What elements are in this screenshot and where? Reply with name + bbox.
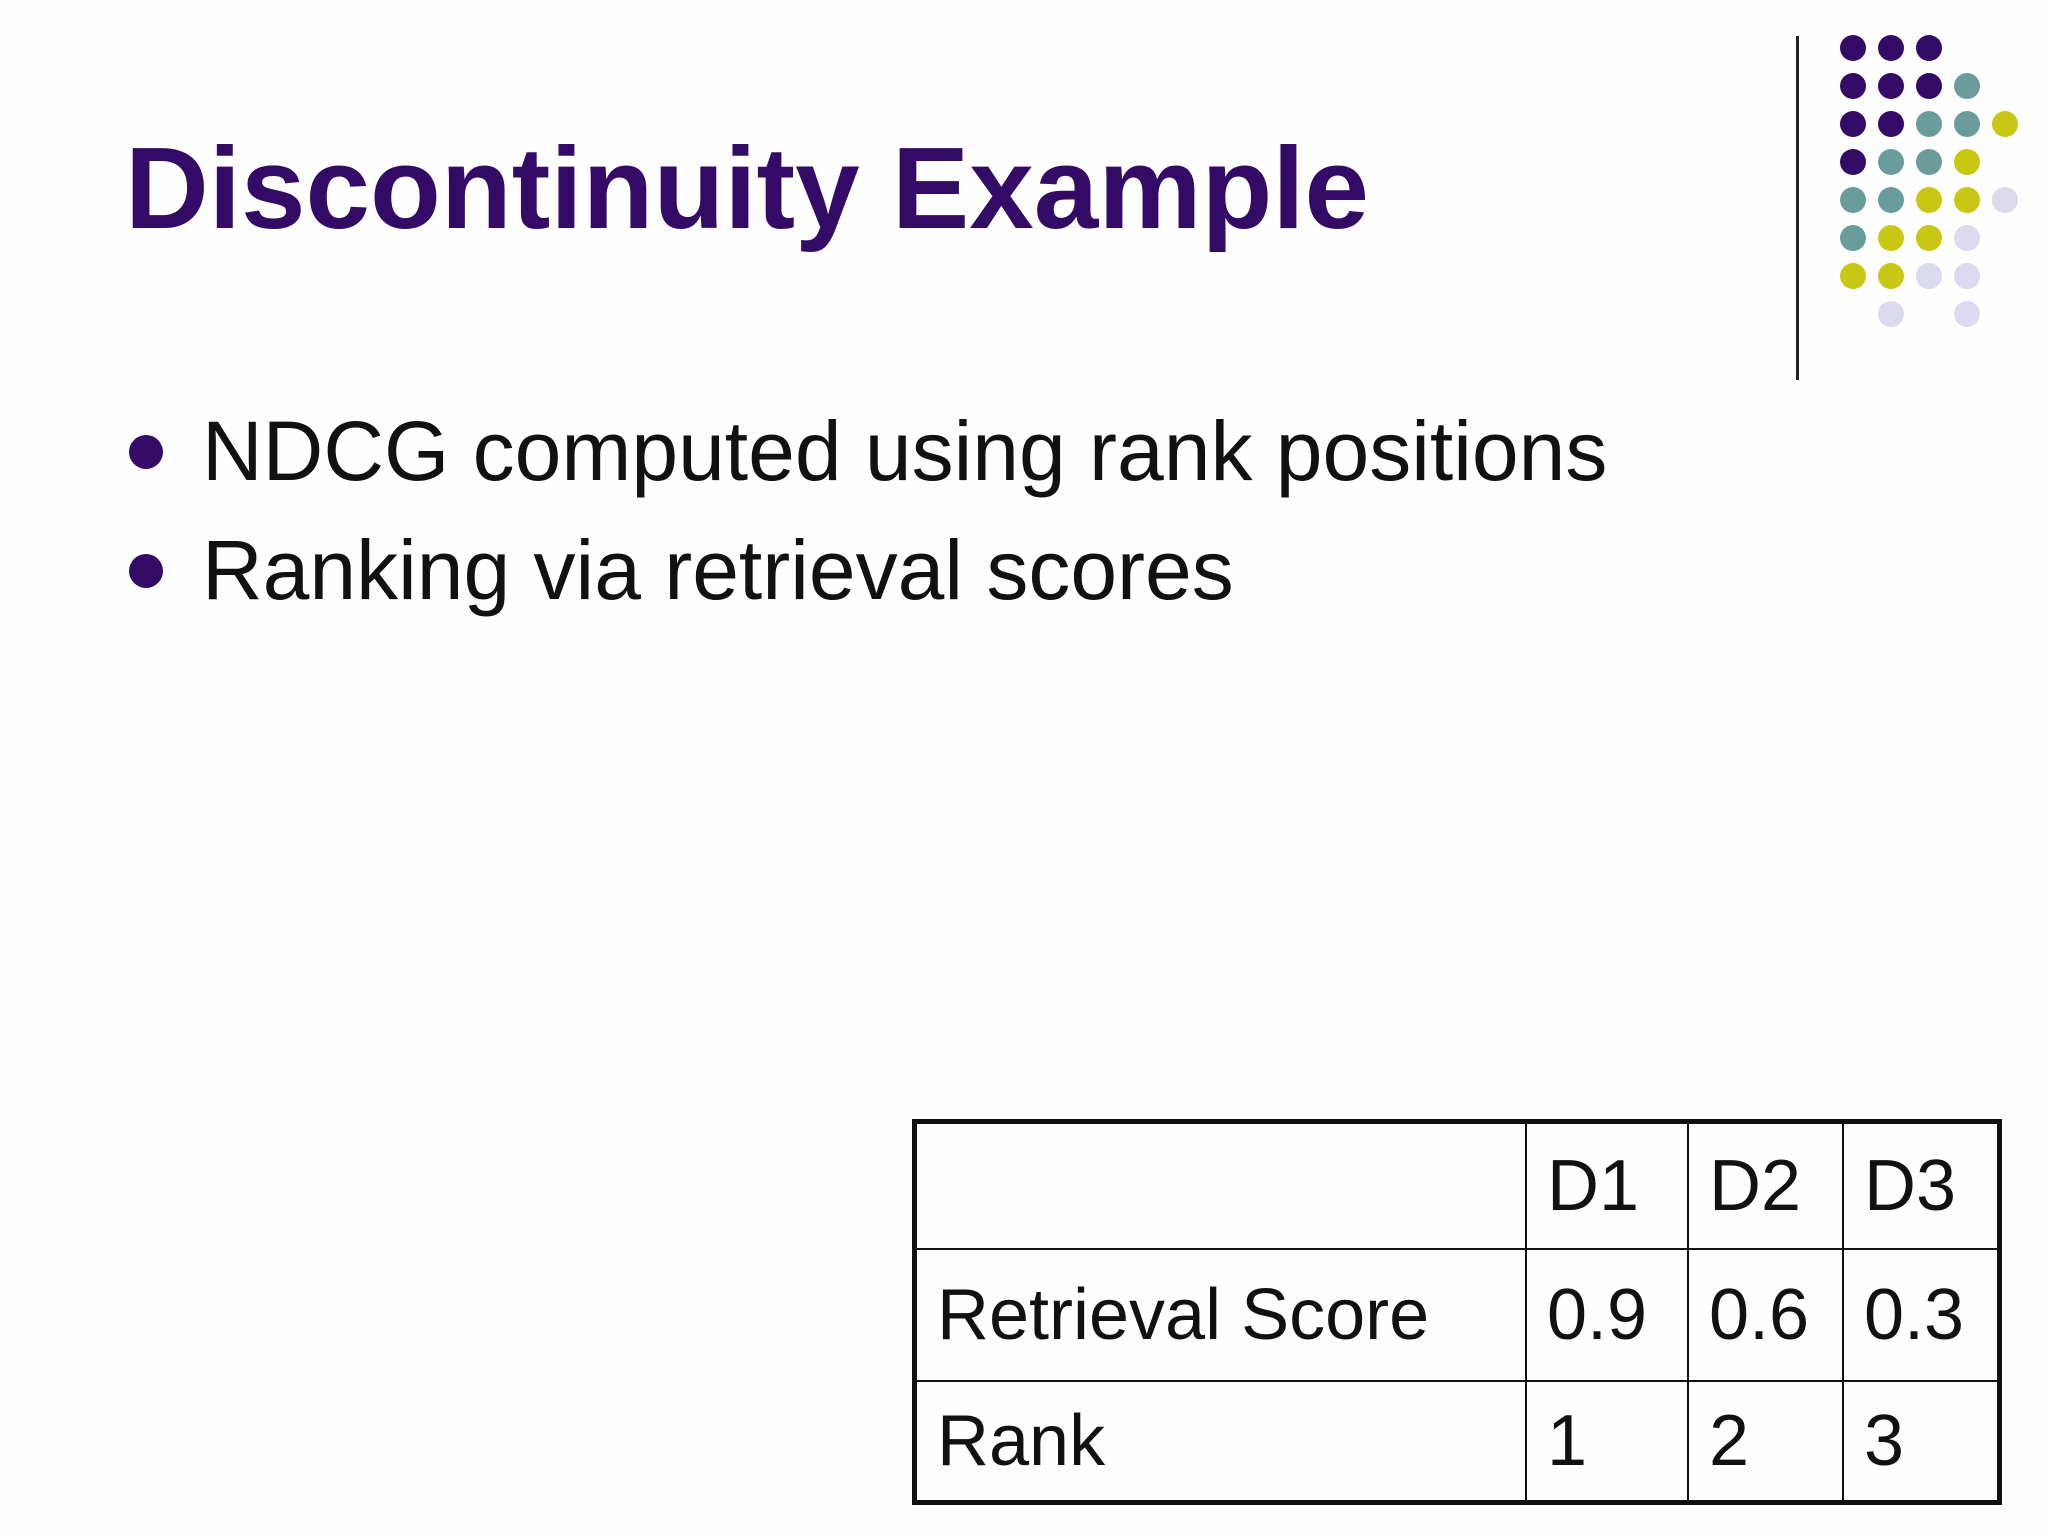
table-row-retrieval-score: Retrieval Score 0.9 0.6 0.3 — [913, 1248, 2001, 1382]
decorative-dot — [1840, 187, 1866, 213]
decorative-dot — [1878, 225, 1904, 251]
decorative-dot — [1878, 35, 1904, 61]
table-cell: 1 — [1525, 1380, 1689, 1504]
bullet-item-ranking: Ranking via retrieval scores — [125, 511, 1607, 630]
decorative-dot — [1954, 301, 1980, 327]
bullet-list: NDCG computed using rank positions Ranki… — [125, 392, 1607, 630]
decorative-dot — [1840, 263, 1866, 289]
table-cell: 0.6 — [1687, 1248, 1844, 1382]
table-cell: 0.3 — [1842, 1248, 2001, 1382]
table-header-d2: D2 — [1687, 1120, 1844, 1250]
bullet-marker — [129, 434, 163, 469]
decorative-dot — [1954, 225, 1980, 251]
table-header-row: D1 D2 D3 — [913, 1120, 2001, 1250]
decorative-dot — [1878, 111, 1904, 137]
decorative-dot — [1840, 73, 1866, 99]
bullet-text: NDCG computed using rank positions — [202, 404, 1608, 498]
table-header-d3: D3 — [1842, 1120, 2001, 1250]
decorative-dot — [1840, 225, 1866, 251]
decorative-dot — [1916, 187, 1942, 213]
table-row-label: Rank — [913, 1380, 1527, 1504]
bullet-marker — [129, 553, 163, 588]
decorative-dot — [1878, 301, 1904, 327]
decorative-dot — [1916, 111, 1942, 137]
table-row-rank: Rank 1 2 3 — [913, 1380, 2001, 1504]
decorative-dot — [1916, 73, 1942, 99]
decorative-dot — [1954, 111, 1980, 137]
bullet-text: Ranking via retrieval scores — [202, 523, 1234, 617]
table-row-label: Retrieval Score — [913, 1248, 1527, 1382]
title-divider-line — [1796, 36, 1799, 380]
decorative-dot — [1878, 149, 1904, 175]
table-corner-cell — [913, 1120, 1527, 1250]
score-rank-table: D1 D2 D3 Retrieval Score 0.9 0.6 0.3 Ran… — [912, 1119, 2002, 1505]
decorative-dot — [1916, 263, 1942, 289]
decorative-dot — [1840, 35, 1866, 61]
decorative-dot — [1916, 225, 1942, 251]
table-cell: 2 — [1687, 1380, 1844, 1504]
decorative-dot — [1840, 149, 1866, 175]
table-header-d1: D1 — [1525, 1120, 1689, 1250]
decorative-dot — [1954, 187, 1980, 213]
slide-title: Discontinuity Example — [125, 123, 1370, 253]
decorative-dot — [1992, 111, 2018, 137]
decorative-dot — [1954, 73, 1980, 99]
bullet-item-ndcg: NDCG computed using rank positions — [125, 392, 1607, 511]
decorative-dot — [1992, 187, 2018, 213]
decorative-dot — [1878, 73, 1904, 99]
table-cell: 0.9 — [1525, 1248, 1689, 1382]
decorative-dot — [1916, 149, 1942, 175]
decorative-dot — [1954, 263, 1980, 289]
decorative-dot — [1878, 187, 1904, 213]
decorative-dot — [1954, 149, 1980, 175]
decorative-dot — [1878, 263, 1904, 289]
decorative-dot — [1840, 111, 1866, 137]
table-cell: 3 — [1842, 1380, 2001, 1504]
decorative-dot — [1916, 35, 1942, 61]
